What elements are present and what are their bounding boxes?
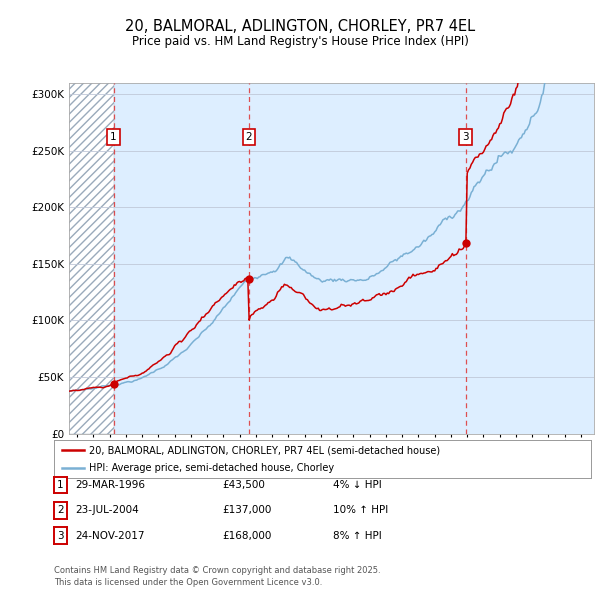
Text: HPI: Average price, semi-detached house, Chorley: HPI: Average price, semi-detached house,… bbox=[89, 463, 334, 473]
Bar bbox=[69, 83, 113, 434]
Text: 8% ↑ HPI: 8% ↑ HPI bbox=[333, 531, 382, 540]
Text: 24-NOV-2017: 24-NOV-2017 bbox=[75, 531, 145, 540]
Text: 29-MAR-1996: 29-MAR-1996 bbox=[75, 480, 145, 490]
Bar bbox=[69, 83, 113, 434]
Text: 2: 2 bbox=[57, 506, 64, 515]
Text: 20, BALMORAL, ADLINGTON, CHORLEY, PR7 4EL (semi-detached house): 20, BALMORAL, ADLINGTON, CHORLEY, PR7 4E… bbox=[89, 445, 440, 455]
Text: 1: 1 bbox=[57, 480, 64, 490]
Text: 3: 3 bbox=[57, 531, 64, 540]
Text: 2: 2 bbox=[245, 132, 252, 142]
Text: 1: 1 bbox=[110, 132, 117, 142]
Text: £137,000: £137,000 bbox=[222, 506, 271, 515]
Text: 4% ↓ HPI: 4% ↓ HPI bbox=[333, 480, 382, 490]
Text: 3: 3 bbox=[462, 132, 469, 142]
Text: 20, BALMORAL, ADLINGTON, CHORLEY, PR7 4EL: 20, BALMORAL, ADLINGTON, CHORLEY, PR7 4E… bbox=[125, 19, 475, 34]
Text: 23-JUL-2004: 23-JUL-2004 bbox=[75, 506, 139, 515]
Text: £43,500: £43,500 bbox=[222, 480, 265, 490]
Text: Price paid vs. HM Land Registry's House Price Index (HPI): Price paid vs. HM Land Registry's House … bbox=[131, 35, 469, 48]
Text: £168,000: £168,000 bbox=[222, 531, 271, 540]
Text: Contains HM Land Registry data © Crown copyright and database right 2025.
This d: Contains HM Land Registry data © Crown c… bbox=[54, 566, 380, 587]
Text: 10% ↑ HPI: 10% ↑ HPI bbox=[333, 506, 388, 515]
